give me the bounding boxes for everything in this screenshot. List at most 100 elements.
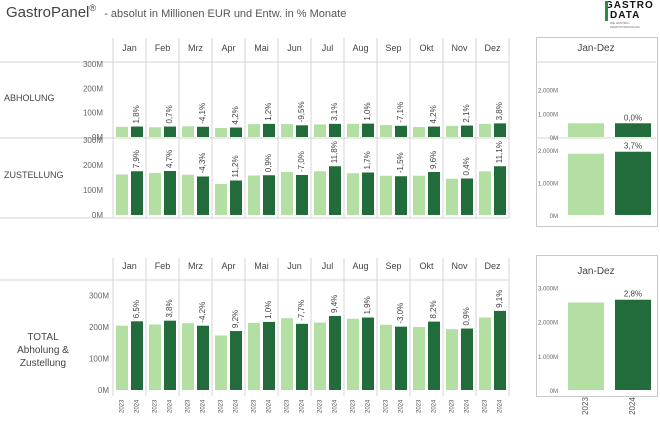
month-header-feb: Feb bbox=[155, 43, 171, 53]
zustellung-bar-2024-okt bbox=[428, 172, 440, 215]
summary-title-bottom: Jan-Dez bbox=[577, 266, 614, 277]
zustellung-bar-2024-mai bbox=[263, 175, 275, 215]
summary-abholung-ytick: 2.000M bbox=[538, 89, 558, 95]
total-bar-2024-nov bbox=[461, 328, 473, 390]
total-bar-2024-apr bbox=[230, 331, 242, 390]
month-header-jan: Jan bbox=[122, 261, 137, 271]
abholung-bar-2023-feb bbox=[149, 127, 161, 137]
zustellung-bar-2023-nov bbox=[446, 178, 458, 215]
abholung-change-label-okt: 4,2% bbox=[429, 105, 438, 123]
month-header-jul: Jul bbox=[322, 261, 334, 271]
total-change-label-apr: 9,2% bbox=[231, 310, 240, 328]
zustellung-change-label-jan: 7,9% bbox=[132, 150, 141, 168]
abholung-bar-2023-jul bbox=[314, 124, 326, 137]
abholung-bar-2023-jan bbox=[116, 126, 128, 137]
total-change-label-aug: 1,9% bbox=[363, 296, 372, 314]
zustellung-bar-2023-apr bbox=[215, 184, 227, 215]
year-label-2023-jul: 2023 bbox=[318, 399, 324, 413]
month-header-nov: Nov bbox=[451, 43, 468, 53]
zustellung-change-label-aug: 1,7% bbox=[363, 151, 372, 169]
zustellung-bar-2024-jun bbox=[296, 175, 308, 215]
abholung-bar-2024-mai bbox=[263, 123, 275, 137]
abholung-bar-2024-feb bbox=[164, 126, 176, 137]
month-header-jun: Jun bbox=[287, 43, 302, 53]
abholung-bar-2024-nov bbox=[461, 125, 473, 137]
zustellung-bar-2024-feb bbox=[164, 171, 176, 215]
abholung-change-label-dez: 3,8% bbox=[495, 102, 504, 120]
year-label-2023-mai: 2023 bbox=[252, 399, 258, 413]
total-bar-2023-dez bbox=[479, 317, 491, 390]
zustellung-bar-2023-jan bbox=[116, 174, 128, 215]
zustellung-bar-2023-mrz bbox=[182, 174, 194, 215]
total-bar-2023-jun bbox=[281, 318, 293, 390]
summary-abholung-bar-2024 bbox=[615, 123, 651, 137]
summary-year-label-2023: 2023 bbox=[581, 397, 590, 415]
abholung-bar-2024-jan bbox=[131, 126, 143, 137]
month-header-jun: Jun bbox=[287, 261, 302, 271]
year-label-2023-apr: 2023 bbox=[219, 399, 225, 413]
abholung-bar-2024-dez bbox=[494, 123, 506, 137]
abholung-bar-2023-nov bbox=[446, 125, 458, 137]
total-bar-2023-jan bbox=[116, 325, 128, 390]
total-change-label-mrz: -4,2% bbox=[198, 302, 207, 323]
abholung-change-label-sep: -7,1% bbox=[396, 102, 405, 123]
zustellung-change-label-mrz: -4,3% bbox=[198, 153, 207, 174]
total-change-label-dez: 9,1% bbox=[495, 290, 504, 308]
zustellung-change-label-apr: 11,2% bbox=[231, 155, 240, 177]
year-label-2024-feb: 2024 bbox=[168, 399, 174, 413]
year-label-2023-okt: 2023 bbox=[417, 399, 423, 413]
zustellung-bar-2023-feb bbox=[149, 173, 161, 215]
abholung-bar-2023-dez bbox=[479, 123, 491, 137]
abholung-bar-2023-sep bbox=[380, 125, 392, 137]
summary-zustellung-ytick: 2.000M bbox=[538, 149, 558, 155]
month-header-sep: Sep bbox=[385, 43, 401, 53]
summary-zustellung-ytick: 1.000M bbox=[538, 181, 558, 187]
total-bar-2023-apr bbox=[215, 335, 227, 390]
total-bar-2023-mrz bbox=[182, 323, 194, 390]
month-header-jul: Jul bbox=[322, 43, 334, 53]
summary-total-ytick: 0M bbox=[550, 389, 558, 395]
total-change-label-okt: 8,2% bbox=[429, 300, 438, 318]
summary-total-bar-2023 bbox=[568, 302, 604, 390]
abholung-bar-2024-jul bbox=[329, 123, 341, 137]
abholung-bar-2024-jun bbox=[296, 125, 308, 137]
year-label-2023-dez: 2023 bbox=[483, 399, 489, 413]
month-header-mai: Mai bbox=[254, 261, 269, 271]
abholung-change-label-aug: 1,0% bbox=[363, 102, 372, 120]
year-label-2023-jan: 2023 bbox=[120, 399, 126, 413]
summary-zustellung-bar-2024 bbox=[615, 151, 651, 215]
total-bar-2024-dez bbox=[494, 310, 506, 390]
abholung-bar-2023-jun bbox=[281, 124, 293, 137]
year-label-2024-nov: 2024 bbox=[465, 399, 471, 413]
logo-tagline: DIE GASTRO-MARKTFORSCHUNG bbox=[610, 21, 640, 29]
year-label-2023-mrz: 2023 bbox=[186, 399, 192, 413]
year-label-2024-mai: 2024 bbox=[267, 399, 273, 413]
month-header-aug: Aug bbox=[352, 261, 368, 271]
total-change-label-jul: 9,4% bbox=[330, 295, 339, 313]
abholung-ytick: 200M bbox=[83, 84, 103, 93]
abholung-bar-2023-mrz bbox=[182, 126, 194, 137]
abholung-bar-2023-mai bbox=[248, 124, 260, 137]
abholung-change-label-mai: 1,2% bbox=[264, 103, 273, 121]
zustellung-ytick: 300M bbox=[83, 136, 103, 145]
total-change-label-jan: 6,5% bbox=[132, 300, 141, 318]
abholung-bar-2023-okt bbox=[413, 127, 425, 137]
abholung-change-label-jan: 1,8% bbox=[132, 105, 141, 123]
total-ytick: 300M bbox=[89, 291, 109, 300]
month-header-dez: Dez bbox=[484, 261, 501, 271]
total-bar-2023-aug bbox=[347, 318, 359, 390]
logo-bar bbox=[605, 1, 608, 21]
month-header-sep: Sep bbox=[385, 261, 401, 271]
abholung-ytick: 300M bbox=[83, 60, 103, 69]
abholung-bar-2024-sep bbox=[395, 125, 407, 137]
year-label-2024-aug: 2024 bbox=[366, 399, 372, 413]
month-header-jan: Jan bbox=[122, 43, 137, 53]
total-bar-2024-feb bbox=[164, 320, 176, 390]
summary-total-ytick: 3.000M bbox=[538, 286, 558, 292]
zustellung-change-label-nov: 0,4% bbox=[462, 157, 471, 175]
zustellung-row-label: ZUSTELLUNG bbox=[4, 170, 64, 180]
zustellung-change-label-dez: 11,1% bbox=[495, 141, 504, 163]
total-row-label: Abholung & bbox=[17, 345, 69, 356]
total-ytick: 100M bbox=[89, 354, 109, 363]
